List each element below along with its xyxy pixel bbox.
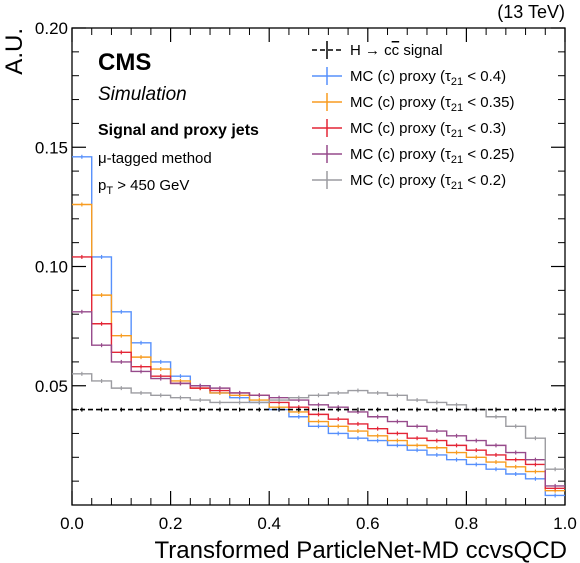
y-tick-label: 0.05 bbox=[35, 377, 68, 396]
top-right-label: (13 TeV) bbox=[497, 2, 565, 22]
legend-label: MC (c) proxy (τ21 < 0.25) bbox=[350, 146, 514, 166]
y-tick-label: 0.20 bbox=[35, 19, 68, 38]
legend-label-prefix: MC (c) proxy (τ bbox=[350, 94, 451, 111]
x-axis-title: Transformed ParticleNet-MD ccvsQCD bbox=[154, 537, 567, 563]
legend-label: MC (c) proxy (τ21 < 0.2) bbox=[350, 172, 506, 192]
pt-cut-sub: T bbox=[106, 185, 113, 197]
legend-label-sub: 21 bbox=[451, 102, 463, 114]
legend-label-overline: c bbox=[392, 42, 400, 59]
legend-label-sub: 21 bbox=[451, 180, 463, 192]
pt-cut-prefix: p bbox=[98, 177, 106, 194]
legend-label-suffix: < 0.25) bbox=[463, 146, 514, 163]
pt-cut-suffix: > 450 GeV bbox=[113, 177, 189, 194]
legend-label-sub: 21 bbox=[451, 128, 463, 140]
legend-label: MC (c) proxy (τ21 < 0.3) bbox=[350, 120, 506, 140]
series-line bbox=[72, 311, 565, 487]
legend-label: MC (c) proxy (τ21 < 0.35) bbox=[350, 94, 514, 114]
x-tick-label: 1.0 bbox=[553, 514, 577, 533]
x-tick-label: 0.8 bbox=[455, 514, 479, 533]
pt-cut-label: pT > 450 GeV bbox=[98, 177, 189, 197]
series-line bbox=[72, 203, 565, 492]
y-tick-label: 0.10 bbox=[35, 258, 68, 277]
x-tick-label: 0.2 bbox=[159, 514, 183, 533]
legend-label-sub: 21 bbox=[451, 154, 463, 166]
legend-label-suffix: signal bbox=[399, 42, 442, 59]
legend-label-suffix: < 0.3) bbox=[463, 120, 506, 137]
legend-label: MC (c) proxy (τ21 < 0.4) bbox=[350, 68, 506, 88]
legend-label-prefix: MC (c) proxy (τ bbox=[350, 146, 451, 163]
series-line bbox=[72, 373, 565, 470]
series-line bbox=[72, 256, 565, 490]
legend-label-suffix: < 0.2) bbox=[463, 172, 506, 189]
x-tick-label: 0.4 bbox=[257, 514, 281, 533]
simulation-label: Simulation bbox=[98, 84, 187, 105]
y-tick-label: 0.15 bbox=[35, 138, 68, 157]
x-tick-label: 0.0 bbox=[60, 514, 84, 533]
legend-label-prefix: MC (c) proxy (τ bbox=[350, 120, 451, 137]
legend-label-prefix: H → c bbox=[350, 42, 392, 59]
x-tick-label: 0.6 bbox=[356, 514, 380, 533]
y-axis-title: A.U. bbox=[1, 28, 28, 75]
legend-label-prefix: MC (c) proxy (τ bbox=[350, 172, 451, 189]
heading-label: Signal and proxy jets bbox=[98, 122, 259, 139]
series-layer bbox=[72, 154, 565, 498]
legend-label-sub: 21 bbox=[451, 76, 463, 88]
legend-label: H → cc signal bbox=[350, 42, 443, 59]
legend-label-suffix: < 0.35) bbox=[463, 94, 514, 111]
legend-label-suffix: < 0.4) bbox=[463, 68, 506, 85]
method-label: μ-tagged method bbox=[98, 150, 212, 167]
axis-ticks: 0.0 0.2 0.4 0.6 0.8 1.0 0.05 0.10 0.15 0.20 bbox=[35, 19, 577, 533]
legend-label-prefix: MC (c) proxy (τ bbox=[350, 68, 451, 85]
series-line bbox=[72, 156, 565, 497]
cms-label: CMS bbox=[98, 49, 151, 76]
